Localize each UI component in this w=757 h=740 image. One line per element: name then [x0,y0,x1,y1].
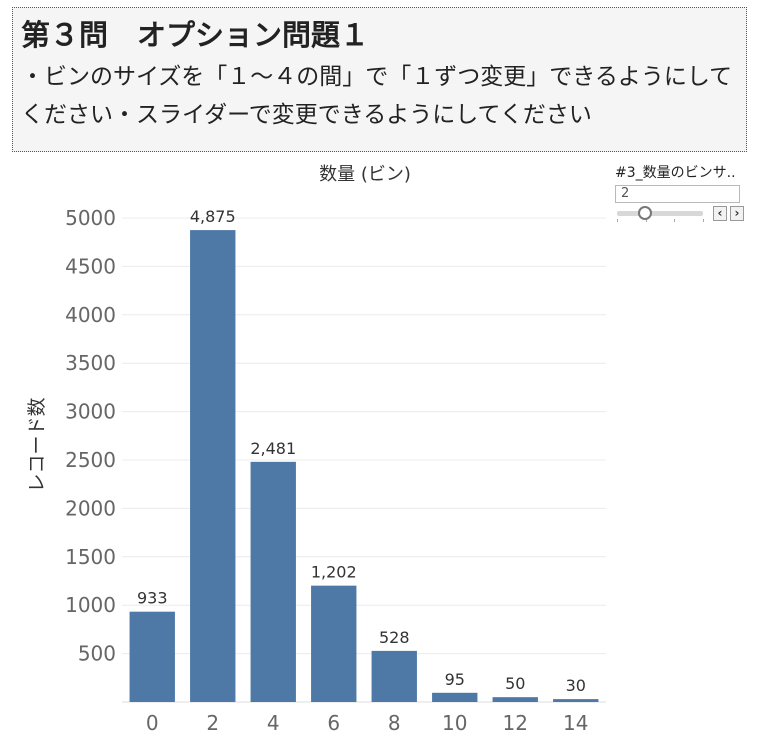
bar-value-label: 933 [137,589,168,608]
parameter-slider-row: ‹ › [615,206,750,224]
bar-value-label: 2,481 [250,439,296,458]
chart-title: 数量 (ビン) [319,164,411,185]
bar[interactable] [311,585,357,702]
x-tick-label: 14 [563,711,588,735]
y-tick-label: 5000 [65,206,116,230]
chevron-left-icon: ‹ [717,206,723,220]
bin-size-parameter: #3_数量のビンサ.. 2 ‹ › [615,163,755,224]
y-tick-label: 500 [78,642,116,666]
bar-value-label: 4,875 [190,207,236,226]
x-tick-label: 2 [206,711,219,735]
y-tick-label: 2000 [65,496,116,520]
bar-value-label: 50 [505,674,525,693]
y-axis-ticks: 500 1000 1500 2000 2500 3000 3500 4000 4500 5000 [65,206,116,666]
bar[interactable] [432,692,478,702]
y-tick-label: 3500 [65,351,116,375]
slider-thumb[interactable] [638,206,653,220]
parameter-title: #3_数量のビンサ.. [615,165,736,181]
slider-tick [645,219,647,222]
chevron-right-icon: › [734,206,740,220]
bar-value-label: 528 [379,628,410,647]
page-title: 第３問 オプション問題１ [21,18,370,52]
x-tick-label: 0 [146,711,159,735]
bar-value-label: 1,202 [311,563,357,582]
bar[interactable] [250,461,296,702]
bars: 933 4,875 2,481 1,202 528 95 50 30 [129,207,599,702]
slider-tick [674,219,676,222]
slider-tick [617,219,618,222]
bar-value-label: 30 [566,676,586,695]
x-tick-label: 8 [388,711,401,735]
x-tick-label: 4 [267,711,280,735]
x-tick-label: 10 [442,711,467,735]
bar[interactable] [190,230,236,702]
slider-track[interactable] [617,211,703,216]
y-tick-label: 4500 [65,254,116,278]
y-tick-label: 1500 [65,545,116,569]
y-tick-label: 3000 [65,400,116,424]
slider-prev-button[interactable]: ‹ [713,206,727,221]
title-panel: 第３問 オプション問題１ ・ビンのサイズを「１～４の間」で「１ずつ変更」できるよ… [12,7,747,152]
slider-next-button[interactable]: › [730,206,744,221]
y-tick-label: 4000 [65,303,116,327]
x-tick-label: 12 [503,711,528,735]
parameter-value-input[interactable]: 2 [615,185,740,203]
slider-ticks [617,219,704,223]
question-description: ・ビンのサイズを「１～４の間」で「１ずつ変更」できるようにしてください・スライダ… [21,64,733,128]
x-axis-ticks: 0 2 4 6 8 10 12 14 [146,711,589,735]
y-tick-label: 2500 [65,448,116,472]
slider-tick [703,219,704,222]
x-tick-label: 6 [327,711,340,735]
bar-value-label: 95 [445,670,465,689]
bar[interactable] [371,650,417,702]
bar[interactable] [492,697,538,702]
bar[interactable] [553,699,599,702]
bar[interactable] [129,611,175,702]
y-axis-label: レコード数 [26,397,48,492]
y-tick-label: 1000 [65,593,116,617]
